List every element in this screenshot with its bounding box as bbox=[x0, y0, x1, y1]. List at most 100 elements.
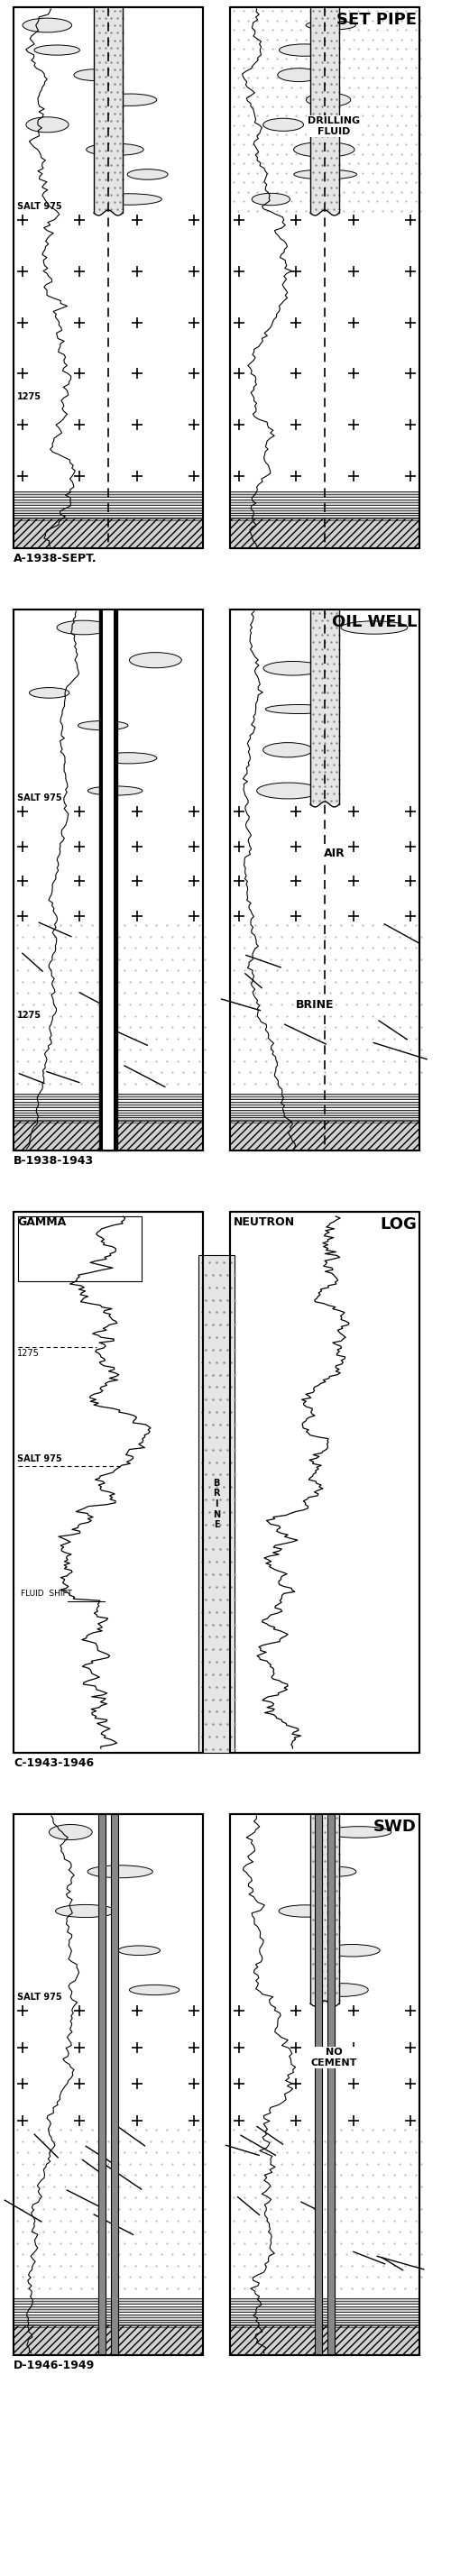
Bar bbox=[14, 1211, 203, 1752]
Bar bbox=[14, 1814, 203, 2354]
Ellipse shape bbox=[95, 193, 162, 206]
Bar bbox=[14, 611, 203, 1151]
Bar bbox=[230, 611, 419, 1151]
Bar bbox=[14, 1095, 203, 1100]
Bar bbox=[198, 1255, 235, 1752]
Bar bbox=[230, 507, 419, 513]
Text: SWD: SWD bbox=[373, 1819, 417, 1834]
Bar bbox=[14, 1121, 203, 1151]
Ellipse shape bbox=[129, 652, 182, 667]
Bar bbox=[230, 8, 419, 549]
Bar bbox=[14, 1103, 203, 1108]
Bar bbox=[14, 2298, 203, 2303]
Text: SALT 975: SALT 975 bbox=[17, 1994, 62, 2002]
Ellipse shape bbox=[257, 783, 320, 799]
Bar bbox=[14, 1814, 203, 2354]
Text: FLUID  SHIFT: FLUID SHIFT bbox=[21, 1589, 72, 1597]
Ellipse shape bbox=[279, 1906, 331, 1917]
Ellipse shape bbox=[327, 1826, 391, 1837]
Ellipse shape bbox=[306, 21, 356, 31]
Bar bbox=[230, 611, 419, 1151]
Bar bbox=[14, 611, 203, 1151]
Ellipse shape bbox=[88, 786, 143, 796]
Bar bbox=[230, 1121, 419, 1151]
Bar bbox=[230, 1211, 419, 1752]
Text: C-1943-1946: C-1943-1946 bbox=[14, 1757, 94, 1770]
Bar bbox=[14, 492, 203, 497]
Ellipse shape bbox=[29, 688, 69, 698]
Bar bbox=[103, 611, 114, 1151]
Ellipse shape bbox=[118, 1945, 160, 1955]
Text: SALT 975: SALT 975 bbox=[17, 201, 62, 211]
Ellipse shape bbox=[104, 93, 156, 106]
Text: SET PIPE: SET PIPE bbox=[336, 13, 417, 28]
Ellipse shape bbox=[324, 1945, 380, 1958]
Ellipse shape bbox=[263, 118, 304, 131]
Ellipse shape bbox=[319, 1868, 356, 1875]
Ellipse shape bbox=[55, 1904, 116, 1917]
Bar bbox=[327, 1814, 335, 2354]
Bar bbox=[230, 2321, 419, 2326]
Ellipse shape bbox=[341, 621, 408, 634]
Bar bbox=[94, 8, 123, 214]
Ellipse shape bbox=[23, 18, 72, 33]
Bar bbox=[230, 2326, 419, 2354]
Bar bbox=[230, 1814, 419, 2354]
Bar bbox=[99, 611, 117, 1151]
Ellipse shape bbox=[294, 142, 354, 157]
Text: LOG: LOG bbox=[380, 1216, 417, 1231]
Ellipse shape bbox=[57, 621, 110, 634]
Bar bbox=[14, 2321, 203, 2326]
Bar bbox=[315, 1814, 322, 2354]
Ellipse shape bbox=[316, 1984, 368, 1996]
Text: 1275: 1275 bbox=[17, 392, 41, 402]
Text: SALT 975: SALT 975 bbox=[17, 793, 62, 804]
Text: NO
CEMENT: NO CEMENT bbox=[311, 2048, 357, 2069]
Ellipse shape bbox=[34, 44, 80, 54]
Ellipse shape bbox=[26, 116, 69, 131]
Bar bbox=[230, 515, 419, 520]
Text: DRILLING
FLUID: DRILLING FLUID bbox=[308, 116, 360, 137]
Text: SALT 975: SALT 975 bbox=[17, 1455, 62, 1463]
Text: D-1946-1949: D-1946-1949 bbox=[14, 2360, 95, 2372]
Bar bbox=[14, 8, 203, 549]
Ellipse shape bbox=[74, 70, 116, 80]
Bar bbox=[14, 518, 203, 549]
Bar bbox=[98, 1814, 106, 2354]
Ellipse shape bbox=[87, 1865, 152, 1878]
Bar bbox=[230, 492, 419, 497]
Bar bbox=[14, 515, 203, 520]
Bar bbox=[310, 611, 339, 804]
Ellipse shape bbox=[78, 721, 128, 729]
Ellipse shape bbox=[49, 1824, 92, 1839]
Text: OIL WELL: OIL WELL bbox=[331, 613, 417, 631]
Bar bbox=[230, 8, 419, 549]
Text: NEUTRON: NEUTRON bbox=[234, 1216, 295, 1229]
Ellipse shape bbox=[306, 93, 351, 106]
Bar bbox=[18, 1216, 141, 1280]
Bar bbox=[230, 1118, 419, 1123]
Text: AIR: AIR bbox=[323, 848, 345, 858]
Bar bbox=[230, 1211, 419, 1752]
Bar bbox=[230, 1103, 419, 1108]
Bar bbox=[14, 1211, 203, 1752]
Ellipse shape bbox=[266, 706, 332, 714]
Bar bbox=[310, 1814, 339, 2004]
Bar bbox=[14, 500, 203, 505]
Bar bbox=[14, 2306, 203, 2311]
Ellipse shape bbox=[127, 170, 168, 180]
Text: GAMMA: GAMMA bbox=[17, 1216, 66, 1229]
Bar bbox=[14, 507, 203, 513]
Bar bbox=[14, 8, 203, 549]
Bar bbox=[14, 2313, 203, 2321]
Ellipse shape bbox=[86, 144, 143, 155]
Ellipse shape bbox=[279, 44, 329, 57]
Bar bbox=[230, 2306, 419, 2311]
Bar bbox=[14, 2326, 203, 2354]
Bar bbox=[230, 1814, 419, 2354]
Ellipse shape bbox=[263, 742, 313, 757]
Ellipse shape bbox=[294, 170, 357, 180]
Bar bbox=[230, 2298, 419, 2303]
Bar bbox=[230, 2313, 419, 2321]
Bar bbox=[230, 500, 419, 505]
